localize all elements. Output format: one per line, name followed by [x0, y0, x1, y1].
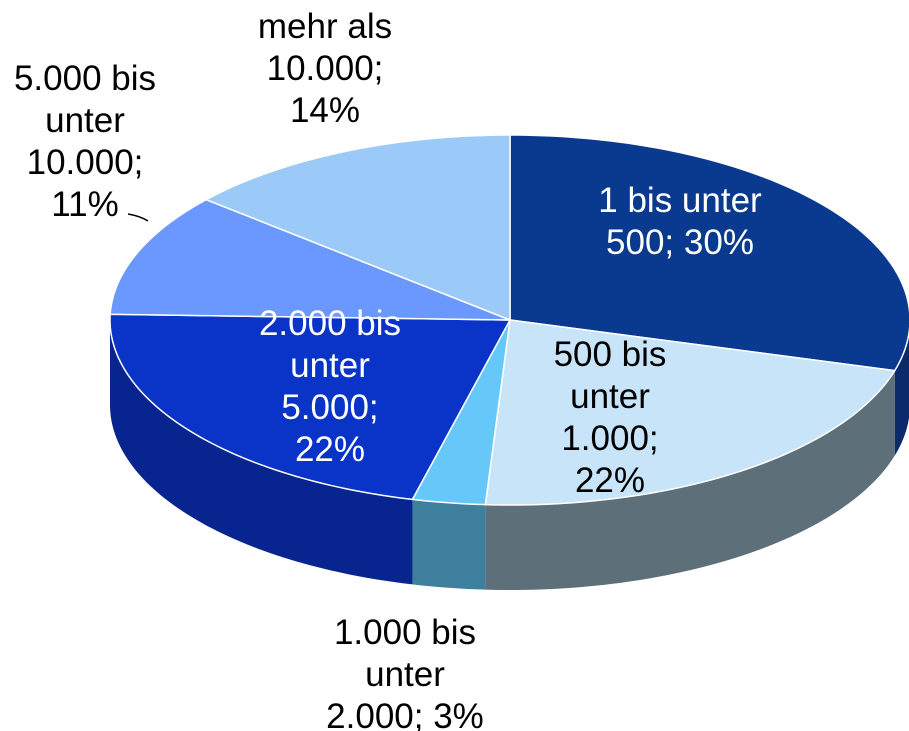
- slice-side: [485, 370, 895, 590]
- value-label: 11%: [51, 185, 119, 224]
- slice: [109, 198, 511, 321]
- category-label: 1 bis unter 500;: [598, 181, 762, 262]
- category-label: 2.000 bis unter 5.000;: [258, 304, 402, 427]
- value-label: 30%: [683, 223, 754, 262]
- slice: [509, 134, 909, 372]
- sides: [110, 320, 909, 590]
- data-label: 2.000 bis unter 5.000; 22%: [250, 303, 410, 471]
- slice: [109, 313, 512, 501]
- tops: [109, 134, 909, 506]
- category-label: mehr als 10.000;: [257, 7, 393, 88]
- slice-side: [110, 320, 413, 585]
- data-label: mehr als 10.000; 14%: [240, 6, 410, 132]
- data-label: 5.000 bis unter 10.000; 11%: [3, 58, 168, 226]
- category-label: 500 bis unter 1.000;: [553, 335, 667, 458]
- category-label: 5.000 bis unter 10.000;: [13, 59, 157, 182]
- slice: [484, 319, 896, 506]
- value-label: 14%: [289, 91, 361, 130]
- value-label: 22%: [294, 430, 366, 469]
- value-label: 3%: [433, 697, 484, 731]
- slice: [204, 134, 511, 322]
- leader-line: [127, 213, 149, 222]
- slice-side: [412, 499, 486, 590]
- data-label: 1 bis unter 500; 30%: [580, 180, 780, 264]
- data-label: 1.000 bis unter 2.000; 3%: [318, 612, 493, 731]
- slice-side: [894, 332, 909, 456]
- data-label: 500 bis unter 1.000; 22%: [530, 334, 690, 502]
- category-label: 1.000 bis unter 2.000;: [326, 613, 477, 731]
- value-label: 22%: [574, 461, 646, 500]
